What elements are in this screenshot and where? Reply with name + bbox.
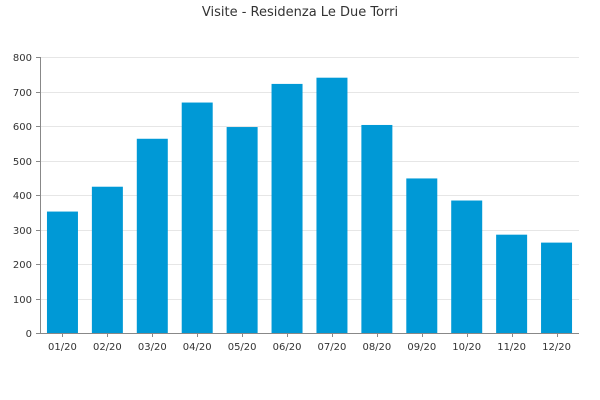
x-tick-label: 05/20 (228, 342, 257, 353)
y-tick-label: 700 (13, 88, 32, 99)
bar-09-20 (406, 178, 438, 333)
y-tick-label: 400 (13, 191, 32, 202)
x-tick-label: 10/20 (452, 342, 481, 353)
x-tick-label: 08/20 (362, 342, 391, 353)
x-tick-label: 01/20 (48, 342, 77, 353)
chart-title: Visite - Residenza Le Due Torri (202, 5, 398, 20)
y-tick-label: 500 (13, 157, 32, 168)
x-tick-label: 03/20 (138, 342, 167, 353)
y-tick-label: 800 (13, 53, 32, 64)
bar-04-20 (181, 102, 213, 333)
x-tick-label: 09/20 (407, 342, 436, 353)
bar-10-20 (451, 200, 483, 333)
bar-02-20 (91, 186, 123, 333)
x-tick-label: 11/20 (497, 342, 526, 353)
y-tick-label: 200 (13, 260, 32, 271)
x-tick-label: 07/20 (318, 342, 347, 353)
x-tick-label: 06/20 (273, 342, 302, 353)
bar-03-20 (136, 138, 168, 333)
y-tick-label: 300 (13, 226, 32, 237)
y-axis-ticks: 0 100 200 300 400 500 600 700 800 (13, 53, 40, 340)
x-tick-label: 04/20 (183, 342, 212, 353)
x-axis-ticks: 01/20 02/20 03/20 04/20 05/20 06/20 07/20 08/20… (48, 333, 571, 353)
axes (40, 57, 579, 334)
bar-12-20 (541, 242, 573, 333)
x-tick-label: 02/20 (93, 342, 122, 353)
y-tick-label: 0 (26, 329, 32, 340)
bar-07-20 (316, 77, 348, 333)
x-tick-label: 12/20 (542, 342, 571, 353)
bar-05-20 (226, 127, 258, 333)
bars (46, 77, 573, 333)
bar-11-20 (496, 234, 528, 333)
grid-lines (40, 57, 579, 300)
bar-06-20 (271, 83, 303, 333)
bar-01-20 (46, 211, 78, 333)
bar-08-20 (361, 124, 393, 333)
y-tick-label: 600 (13, 122, 32, 133)
y-tick-label: 100 (13, 295, 32, 306)
